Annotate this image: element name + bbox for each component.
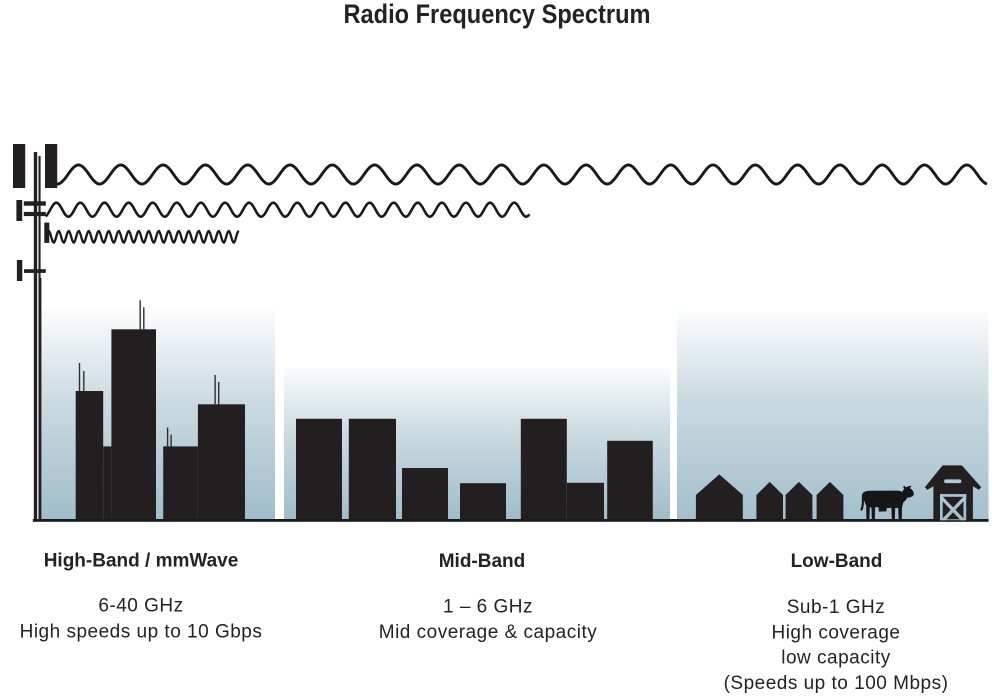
svg-text:High speeds up to 10 Gbps: High speeds up to 10 Gbps [20,621,263,642]
svg-text:High-Band / mmWave: High-Band / mmWave [44,551,239,572]
svg-text:6-40 GHz: 6-40 GHz [98,595,183,616]
svg-text:Mid coverage & capacity: Mid coverage & capacity [379,622,598,643]
svg-text:Low-Band: Low-Band [791,551,883,572]
svg-text:(Speeds up to 100 Mbps): (Speeds up to 100 Mbps) [724,673,949,694]
svg-text:Mid-Band: Mid-Band [439,551,526,572]
svg-text:High coverage: High coverage [771,622,900,643]
svg-text:low capacity: low capacity [781,647,891,668]
svg-text:Radio Frequency Spectrum: Radio Frequency Spectrum [343,0,650,29]
svg-text:Sub-1 GHz: Sub-1 GHz [787,597,885,618]
svg-text:1 – 6 GHz: 1 – 6 GHz [443,597,533,618]
